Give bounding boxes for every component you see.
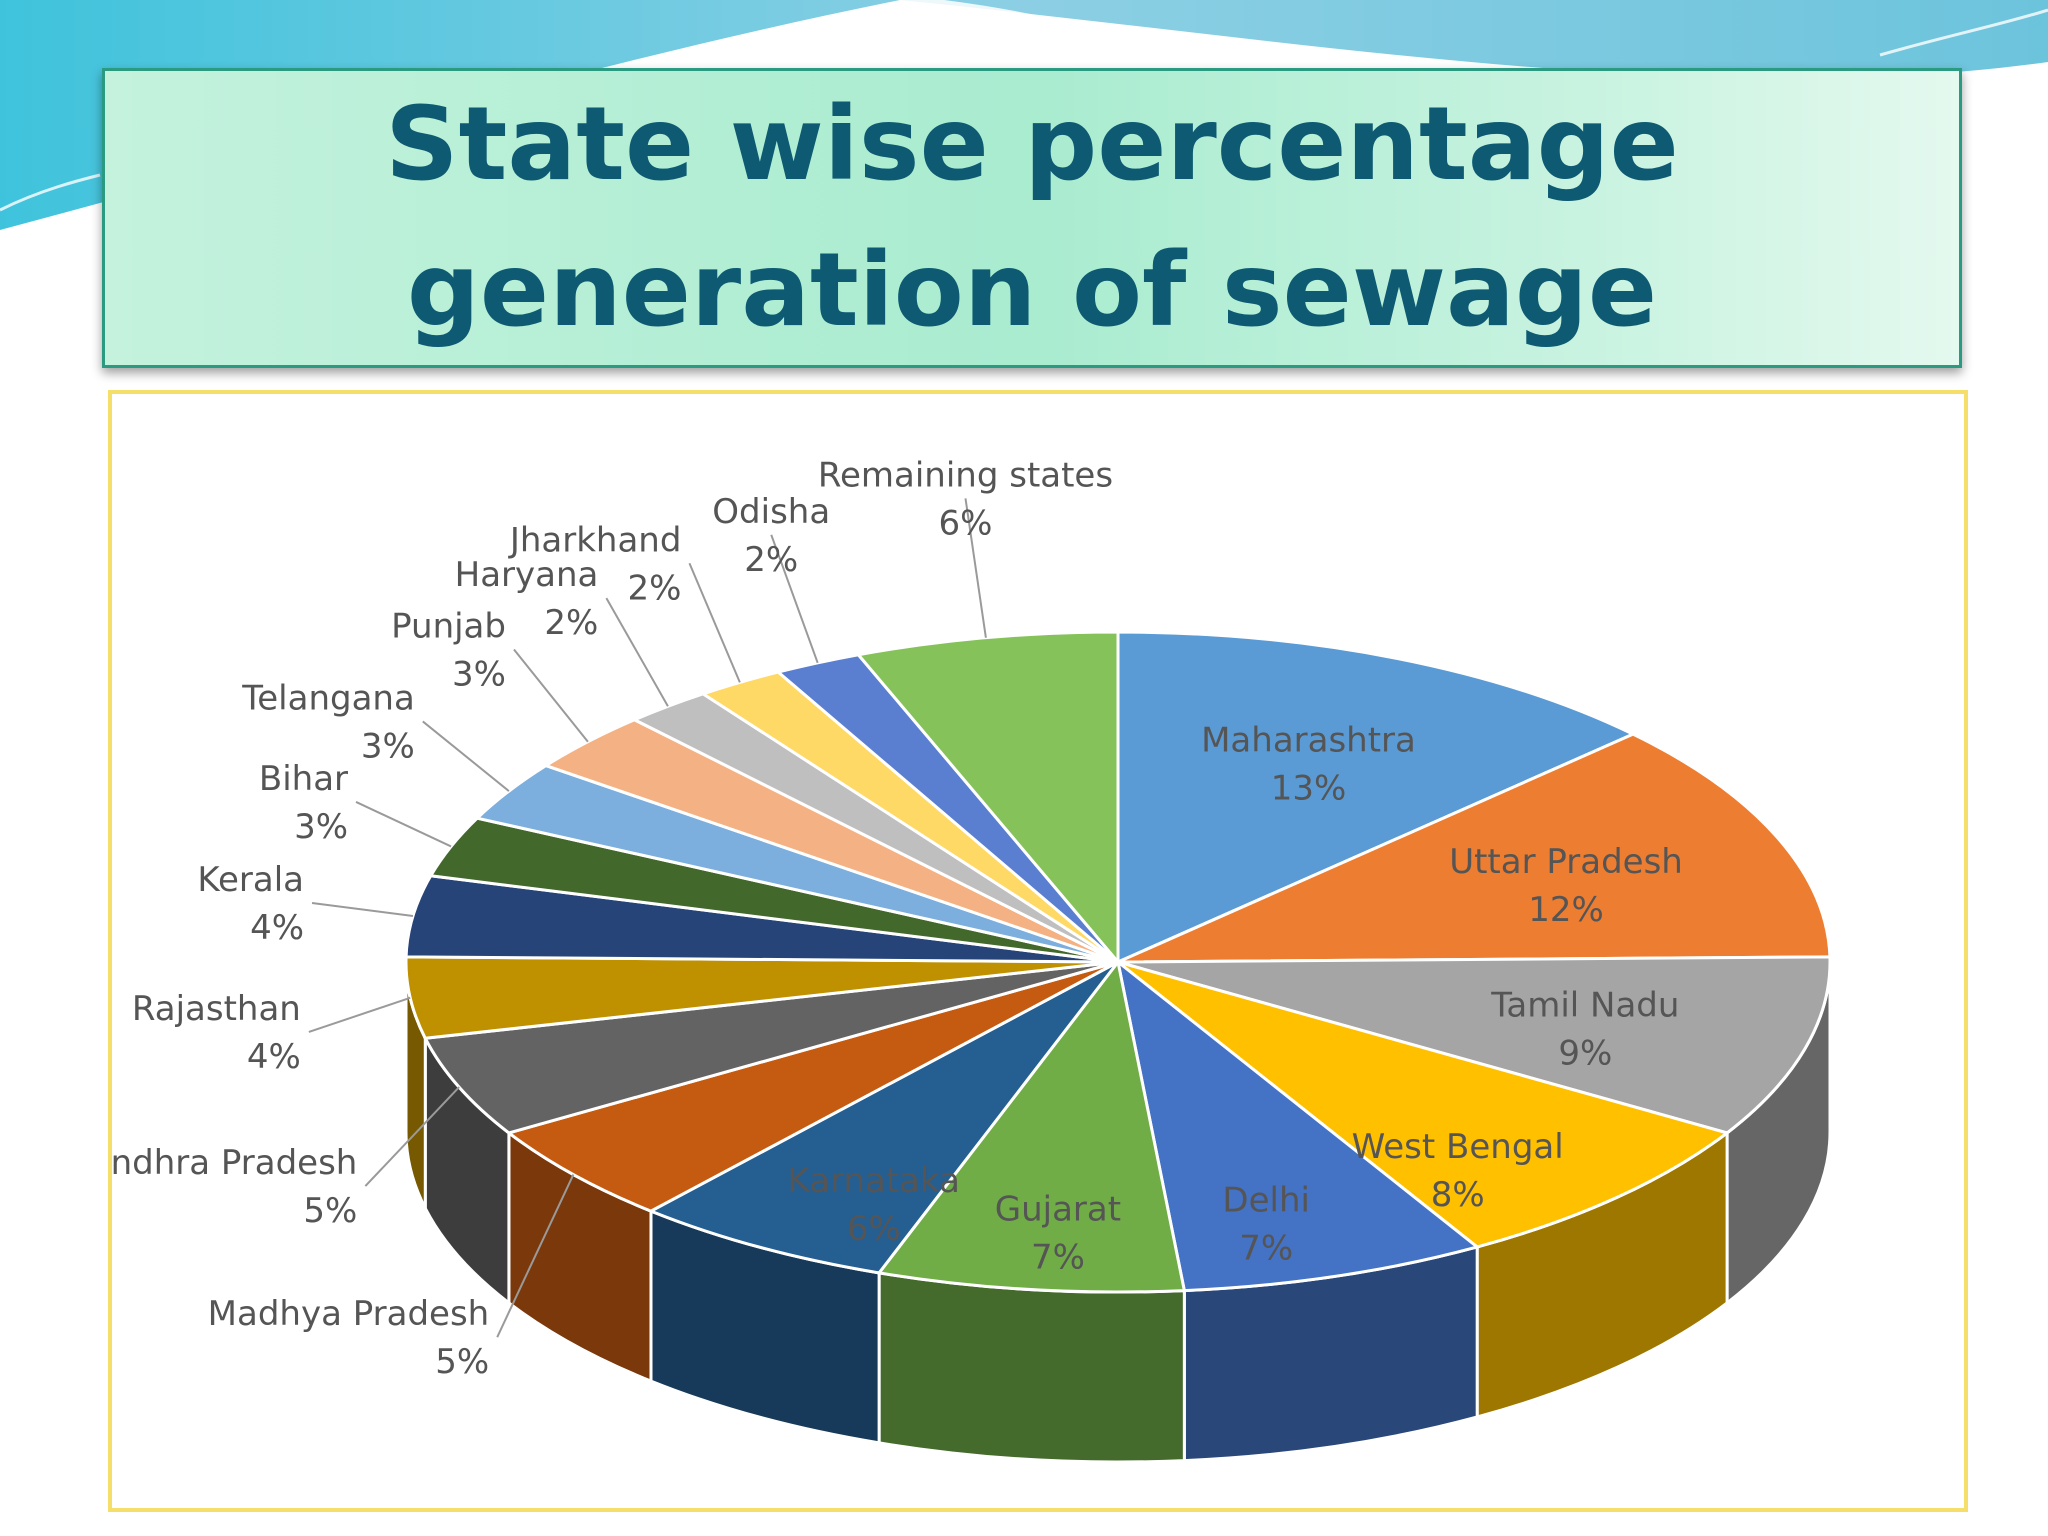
- slice-label-west-bengal: West Bengal: [1352, 1127, 1564, 1167]
- slice-label-maharashtra: Maharashtra: [1201, 721, 1416, 761]
- leader-line-odisha: [770, 534, 819, 664]
- leader-line-rajasthan: [308, 996, 411, 1033]
- slice-value-kerala: 4%: [250, 908, 304, 948]
- pie-leader-lines: [308, 498, 987, 1338]
- pie-sides: [404, 961, 1832, 1464]
- slice-value-west-bengal: 8%: [1431, 1175, 1485, 1215]
- slice-value-gujarat: 7%: [1031, 1238, 1085, 1278]
- pie-slice-gujarat: [876, 958, 1187, 1294]
- slice-label-jharkhand: Jharkhand: [508, 520, 682, 560]
- slice-value-remaining-states: 6%: [939, 503, 993, 543]
- slice-value-odisha: 2%: [744, 540, 798, 580]
- slice-label-delhi: Delhi: [1222, 1181, 1310, 1221]
- slice-label-bihar: Bihar: [259, 759, 348, 799]
- leader-line-remaining-states: [964, 498, 987, 638]
- slice-label-tamil-nadu: Tamil Nadu: [1490, 986, 1679, 1026]
- slice-value-andhra-pradesh: 5%: [303, 1191, 357, 1231]
- pie-slice-tamil-nadu: [1117, 955, 1832, 1135]
- title-box: State wise percentage generation of sewa…: [102, 68, 1962, 368]
- leader-line-andhra-pradesh: [364, 1086, 460, 1187]
- pie-slice-karnataka: [647, 960, 1120, 1275]
- slice-value-bihar: 3%: [294, 807, 348, 847]
- slice-value-tamil-nadu: 9%: [1558, 1034, 1612, 1074]
- wave-highlight: [899, 0, 1231, 75]
- slice-label-telangana: Telangana: [241, 678, 415, 718]
- chart-frame: Maharashtra 13% Uttar Pradesh 12% Tamil Nadu…: [108, 390, 1968, 1512]
- slice-value-madhya-pradesh: 5%: [435, 1342, 489, 1382]
- slice-value-uttar-pradesh: 12%: [1528, 890, 1604, 930]
- slice-label-remaining-states: Remaining states: [818, 455, 1113, 495]
- slice-value-rajasthan: 4%: [247, 1037, 301, 1077]
- leader-line-kerala: [311, 902, 414, 917]
- leader-line-jharkhand: [688, 562, 741, 683]
- pie-slice-uttar-pradesh: [1117, 732, 1832, 964]
- slice-label-odisha: Odisha: [712, 492, 830, 532]
- pie-labels: Maharashtra 13% Uttar Pradesh 12% Tamil Nadu…: [112, 455, 1683, 1382]
- slice-label-haryana: Haryana: [455, 555, 599, 595]
- pie-slice-delhi: [1115, 958, 1481, 1293]
- slice-value-haryana: 2%: [544, 603, 598, 643]
- leader-line-haryana: [605, 597, 669, 707]
- slice-label-kerala: Kerala: [197, 860, 304, 900]
- leader-line-bihar: [355, 801, 452, 848]
- slice-value-telangana: 3%: [361, 726, 415, 766]
- slice-label-gujarat: Gujarat: [995, 1190, 1121, 1230]
- slice-label-karnataka: Karnataka: [788, 1161, 960, 1201]
- leader-line-telangana: [422, 720, 510, 792]
- pie-slice-maharashtra: [1116, 630, 1637, 965]
- pie-slice-west-bengal: [1117, 960, 1731, 1249]
- leader-line-madhya-pradesh: [496, 1174, 575, 1338]
- pie-side-gujarat: [877, 1271, 1186, 1464]
- pie-top: [404, 630, 1832, 1294]
- slide-title: State wise percentage generation of sewa…: [385, 85, 1679, 350]
- slice-label-madhya-pradesh: Madhya Pradesh: [208, 1294, 490, 1334]
- wave-line: [0, 173, 101, 212]
- slice-label-uttar-pradesh: Uttar Pradesh: [1449, 842, 1683, 882]
- leader-line-punjab: [513, 648, 589, 743]
- slice-value-karnataka: 6%: [847, 1209, 901, 1249]
- slice-value-maharashtra: 13%: [1271, 769, 1347, 809]
- pie-chart: Maharashtra 13% Uttar Pradesh 12% Tamil Nadu…: [112, 455, 1832, 1464]
- slice-label-rajasthan: Rajasthan: [132, 989, 301, 1029]
- slice-value-delhi: 7%: [1239, 1229, 1293, 1269]
- slice-label-punjab: Punjab: [391, 607, 506, 647]
- slice-value-jharkhand: 2%: [627, 568, 681, 608]
- slice-value-punjab: 3%: [452, 655, 506, 695]
- slice-label-andhra-pradesh: Andhra Pradesh: [112, 1143, 357, 1183]
- pie-slice-andhra-pradesh: [422, 960, 1119, 1135]
- top-wave-decoration: [0, 0, 2048, 230]
- wave-line: [1879, 8, 2048, 57]
